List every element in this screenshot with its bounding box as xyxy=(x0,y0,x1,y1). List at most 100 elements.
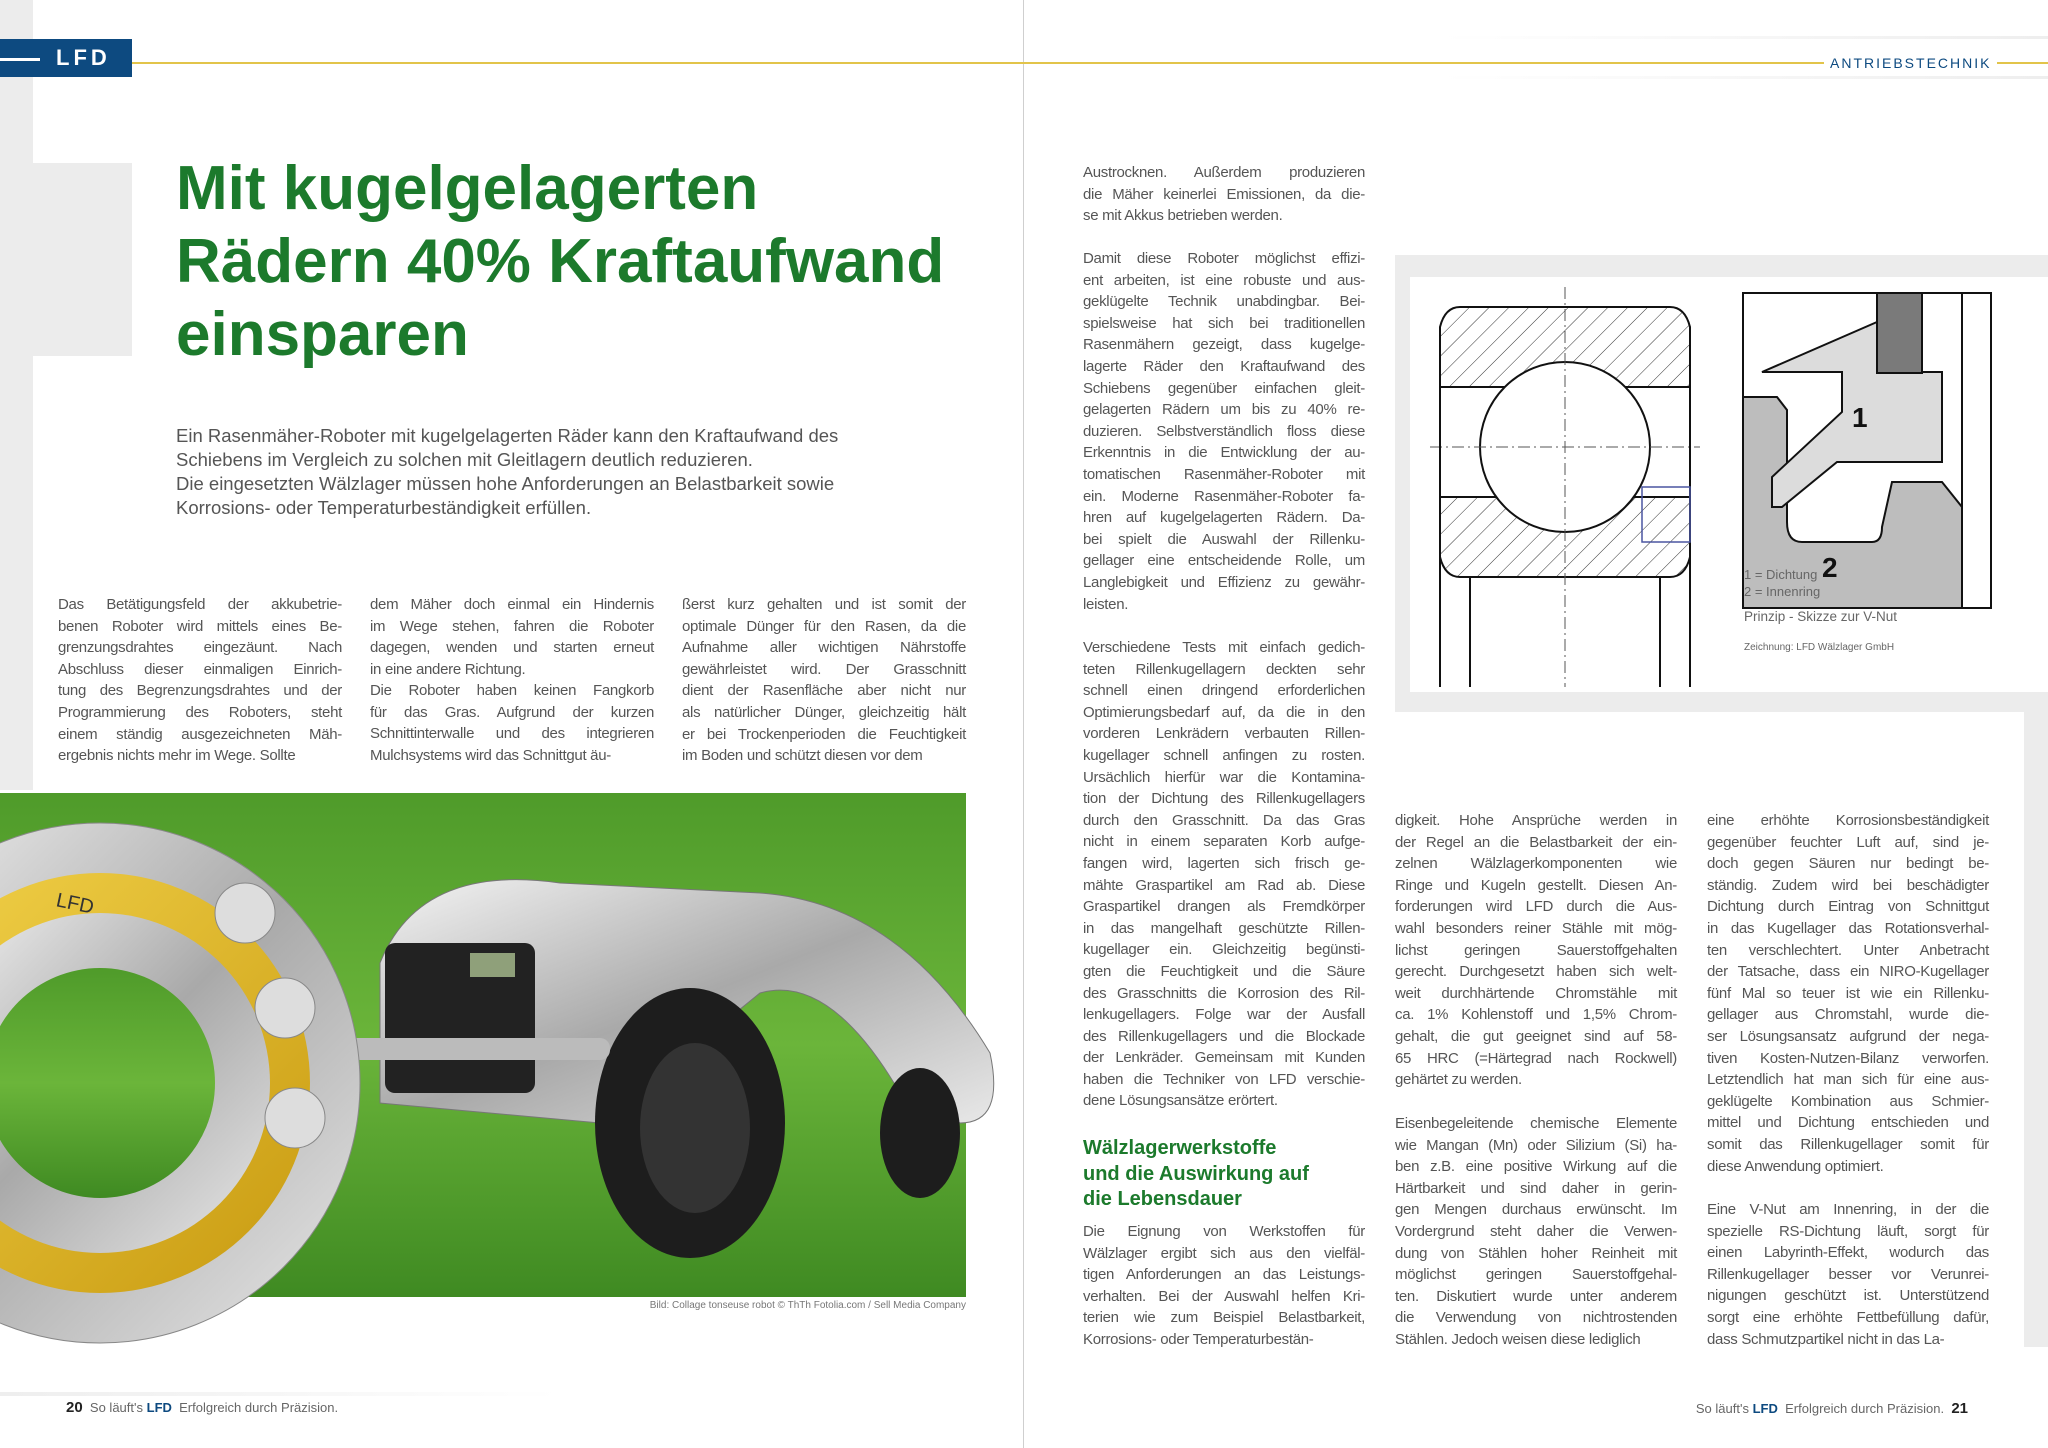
text-line: ten. Diskutiert wurde unter anderem xyxy=(1395,1287,1677,1305)
text-line: benen Roboter wird mittels eines Be- xyxy=(58,617,342,635)
text-line: Rillenkugellager besser vor Verunrei- xyxy=(1707,1265,1989,1283)
text-line: die Mäher keinerlei Emissionen, da die- xyxy=(1083,185,1365,203)
right-column-2b: Eisenbegeleitende chemische Elemente wie … xyxy=(1395,1113,1677,1351)
text-line: bei spielt die Auswahl der Rillenku- xyxy=(1083,530,1365,548)
text-line: duzieren. Selbstverständlich floss diese xyxy=(1083,422,1365,440)
text-line: für das Gras. Aufgrund der kurzen xyxy=(370,703,654,721)
right-column-1d: Die Eignung von Werkstoffen für Wälzlager… xyxy=(1083,1221,1365,1351)
subheading-line: und die Auswirkung auf xyxy=(1083,1162,1309,1185)
text-line: diese Anwendung optimiert. xyxy=(1707,1157,1884,1175)
text-line: Das Betätigungsfeld der akkubetrie- xyxy=(58,596,342,613)
footer-brand: LFD xyxy=(1752,1401,1778,1416)
detail-label-2: 2 xyxy=(1822,552,1838,583)
right-margin-strip xyxy=(2024,712,2048,1347)
text-line: dagegen, wenden und starten erneut xyxy=(370,639,654,657)
text-line: verhalten. Bei der Auswahl helfen Kri- xyxy=(1083,1287,1365,1305)
subheading-line: Wälzlagerwerkstoffe xyxy=(1083,1137,1277,1159)
text-line: der Tatsache, dass ein NIRO-Kugellager xyxy=(1707,963,1989,981)
right-column-1a: Austrocknen. Außerdem produzieren die Mäh… xyxy=(1083,162,1365,227)
text-line: einem ständig ausgezeichneten Mäh- xyxy=(58,725,342,743)
text-line: gellager aus Chromstahl, wurde die- xyxy=(1707,1006,1989,1024)
text-line: nicht in einem separaten Korb aufge- xyxy=(1083,833,1365,851)
page-fold xyxy=(1023,0,1024,1448)
text-line: leisten. xyxy=(1083,595,1129,613)
footer-right: So läuft's LFD Erfolgreich durch Präzisi… xyxy=(1696,1400,1968,1417)
text-line: vorderen Lenkrädern verbauten Rillen- xyxy=(1083,725,1365,743)
lead-paragraph: Ein Rasenmäher-Roboter mit kugelgelagert… xyxy=(176,424,896,520)
left-margin-strip xyxy=(0,0,33,790)
subheading-line: die Lebensdauer xyxy=(1083,1188,1242,1210)
text-line: Schnittinterwalle und des integrieren xyxy=(370,725,654,743)
text-line: hren auf kugelgelagerten Rädern. Da- xyxy=(1083,509,1365,527)
text-line: gelagerten Rädern um bis zu 40% re- xyxy=(1083,401,1365,419)
text-line: der Regel an die Belastbarkeit der ein- xyxy=(1395,833,1677,851)
text-line: lenkugellagers. Folge war der Ausfall xyxy=(1083,1006,1365,1024)
text-line: doch gegen Säuren nur bedingt be- xyxy=(1707,855,1989,873)
text-line: ca. 1% Kohlenstoff und 1,5% Chrom- xyxy=(1395,1006,1677,1024)
text-line: ein. Moderne Rasenmäher-Roboter fa- xyxy=(1083,487,1365,505)
robot-mower xyxy=(330,879,995,1258)
text-line: ßerst kurz gehalten und ist somit der xyxy=(682,596,966,613)
lead-line: Die eingesetzten Wälzlager müssen hohe A… xyxy=(176,473,835,494)
text-line: ben z.B. eine positive Wirkung auf die xyxy=(1395,1158,1677,1176)
text-line: eine erhöhte Korrosionsbeständigkeit xyxy=(1707,812,1989,829)
text-line: Mulchsystems wird das Schnittgut äu- xyxy=(370,746,611,764)
text-line: durch den Grasschnitt. Da das Gras xyxy=(1083,811,1365,829)
text-line: optimale Dünger für den Rasen, da die xyxy=(682,617,966,635)
text-line: tigen Anforderungen an das Leistungs- xyxy=(1083,1266,1365,1284)
text-line: Wälzlager ergibt sich aus den vielfäl- xyxy=(1083,1244,1365,1262)
page-number-left: 20 xyxy=(66,1399,83,1416)
title-line: einsparen xyxy=(176,300,469,369)
text-line: lagerte Räder den Kraftaufwand des xyxy=(1083,357,1365,375)
text-line: Graspartikel drangen als Fremdkörper xyxy=(1083,898,1365,916)
page-title: Mit kugelgelagerten Rädern 40% Kraftaufw… xyxy=(176,152,996,371)
text-line: Die Eignung von Werkstoffen für xyxy=(1083,1223,1365,1240)
figure-caption: Prinzip - Skizze zur V-Nut xyxy=(1744,609,1898,624)
text-line: ergebnis nichts mehr im Wege. Sollte xyxy=(58,747,296,765)
right-column-3b: Eine V-Nut am Innenring, in der die spezi… xyxy=(1707,1199,1989,1350)
header-rule xyxy=(132,62,2048,64)
lead-line: Ein Rasenmäher-Roboter mit kugelgelagert… xyxy=(176,425,839,446)
text-line: im Boden und schützt diesen vor dem xyxy=(682,747,923,765)
footer-brand: LFD xyxy=(146,1400,172,1415)
body-column-2b: Die Roboter haben keinen Fangkorb für das… xyxy=(370,680,654,766)
text-line: des Grasschnitts die Korrosion des Ril- xyxy=(1083,984,1365,1002)
text-line: geklügelte Kombination aus Schmier- xyxy=(1707,1092,1989,1110)
text-line: Ringe und Kugeln gestellt. Diesen An- xyxy=(1395,876,1677,894)
body-column-1: Das Betätigungsfeld der akkubetrie-benen… xyxy=(58,594,342,767)
text-line: als natürlicher Dünger, gleichzeitig häl… xyxy=(682,703,966,721)
subheading: Wälzlagerwerkstoffe und die Auswirkung a… xyxy=(1083,1136,1309,1213)
text-line: se mit Akkus betrieben werden. xyxy=(1083,207,1283,225)
lfd-header-badge: LFD xyxy=(0,39,132,77)
footer-slogan: Erfolgreich durch Präzision. xyxy=(1785,1401,1945,1416)
lead-line: Korrosions- oder Temperaturbeständigkeit… xyxy=(176,497,592,518)
text-line: lichst geringen Sauerstoffgehalten xyxy=(1395,941,1677,959)
text-line: nigungen geschützt ist. Unterstützend xyxy=(1707,1287,1989,1305)
text-line: Eisenbegeleitende chemische Elemente xyxy=(1395,1115,1677,1132)
robot-mower-photo: LFD xyxy=(0,793,1010,1363)
text-line: Langlebigkeit und Effizienz zu gewähr- xyxy=(1083,573,1365,591)
right-column-2a: digkeit. Hohe Ansprüche werden in der Reg… xyxy=(1395,810,1677,1091)
text-line: geklügelte Technik unabdingbar. Bei- xyxy=(1083,293,1365,311)
text-line: weit durchhärtende Chromstähle mit xyxy=(1395,984,1677,1002)
title-line: Rädern 40% Kraftaufwand xyxy=(176,227,945,296)
text-line: gen Mengen durchaus erwünscht. Im xyxy=(1395,1201,1677,1219)
text-line: grenzungsdrahtes eingezäunt. Nach xyxy=(58,639,342,657)
figure-legend-1: 1 = Dichtung xyxy=(1744,567,1818,582)
text-line: Letztendlich hat man sich für eine aus- xyxy=(1707,1071,1989,1089)
ball-bearing-cutaway xyxy=(0,822,361,1344)
lead-line: Schiebens im Vergleich zu solchen mit Gl… xyxy=(176,449,753,470)
text-line: ten verschlechtert. Unter Anbetracht xyxy=(1707,941,1989,959)
text-line: Eine V-Nut am Innenring, in der die xyxy=(1707,1201,1989,1218)
text-line: ent arbeiten, ist eine robuste und aus- xyxy=(1083,271,1365,289)
text-line: tiven Kosten-Nutzen-Bilanz verworfen. xyxy=(1707,1049,1989,1067)
text-line: gegenüber feuchter Luft auf, sind je- xyxy=(1707,833,1989,851)
text-line: Austrocknen. Außerdem produzieren xyxy=(1083,164,1365,181)
text-line: einen Labyrinth-Effekt, wodurch das xyxy=(1707,1244,1989,1262)
bearing-cross-section-drawing xyxy=(1430,287,1700,687)
text-line: dient der Rasenfläche aber nicht nur xyxy=(682,682,966,700)
text-line: haben die Techniker von LFD verschie- xyxy=(1083,1070,1365,1088)
text-line: gellager eine entscheidende Rolle, um xyxy=(1083,552,1365,570)
text-line: die Verwendung von nichtrostenden xyxy=(1395,1309,1677,1327)
text-line: tion der Dichtung des Rillenkugellagers xyxy=(1083,790,1365,808)
